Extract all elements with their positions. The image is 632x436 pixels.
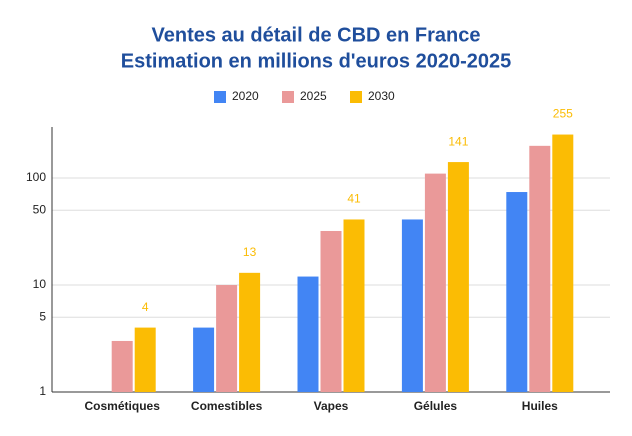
bar bbox=[552, 134, 574, 392]
chart-title: Ventes au détail de CBD en France bbox=[152, 24, 481, 46]
data-label: 4 bbox=[142, 300, 149, 314]
x-tick-label: Gélules bbox=[414, 399, 458, 413]
bar bbox=[193, 327, 215, 392]
bar bbox=[134, 327, 156, 392]
bar bbox=[297, 276, 319, 392]
y-tick-label: 10 bbox=[33, 277, 47, 291]
x-tick-label: Comestibles bbox=[191, 399, 263, 413]
y-tick-label: 50 bbox=[33, 202, 47, 216]
y-tick-label: 1 bbox=[39, 384, 46, 398]
data-label: 41 bbox=[347, 192, 361, 206]
legend-swatch bbox=[214, 91, 226, 103]
x-tick-label: Vapes bbox=[314, 399, 349, 413]
bar bbox=[216, 285, 238, 392]
chart-subtitle: Estimation en millions d'euros 2020-2025 bbox=[121, 50, 511, 72]
bar bbox=[447, 162, 469, 392]
bar bbox=[320, 230, 342, 392]
x-tick-label: Cosmétiques bbox=[85, 399, 161, 413]
data-label: 255 bbox=[553, 107, 573, 121]
data-label: 141 bbox=[448, 134, 468, 148]
legend-label: 2030 bbox=[368, 89, 395, 103]
legend-label: 2025 bbox=[300, 89, 327, 103]
bar bbox=[401, 219, 423, 392]
x-tick-label: Huiles bbox=[522, 399, 558, 413]
bar bbox=[424, 173, 446, 392]
bar bbox=[111, 340, 133, 392]
legend-swatch bbox=[350, 91, 362, 103]
bar bbox=[239, 272, 261, 392]
legend-label: 2020 bbox=[232, 89, 259, 103]
y-tick-label: 5 bbox=[39, 309, 46, 323]
bar bbox=[529, 145, 551, 392]
y-tick-label: 100 bbox=[26, 170, 46, 184]
legend-swatch bbox=[282, 91, 294, 103]
data-label: 13 bbox=[243, 245, 257, 259]
bar bbox=[506, 192, 528, 392]
bar bbox=[343, 219, 365, 392]
